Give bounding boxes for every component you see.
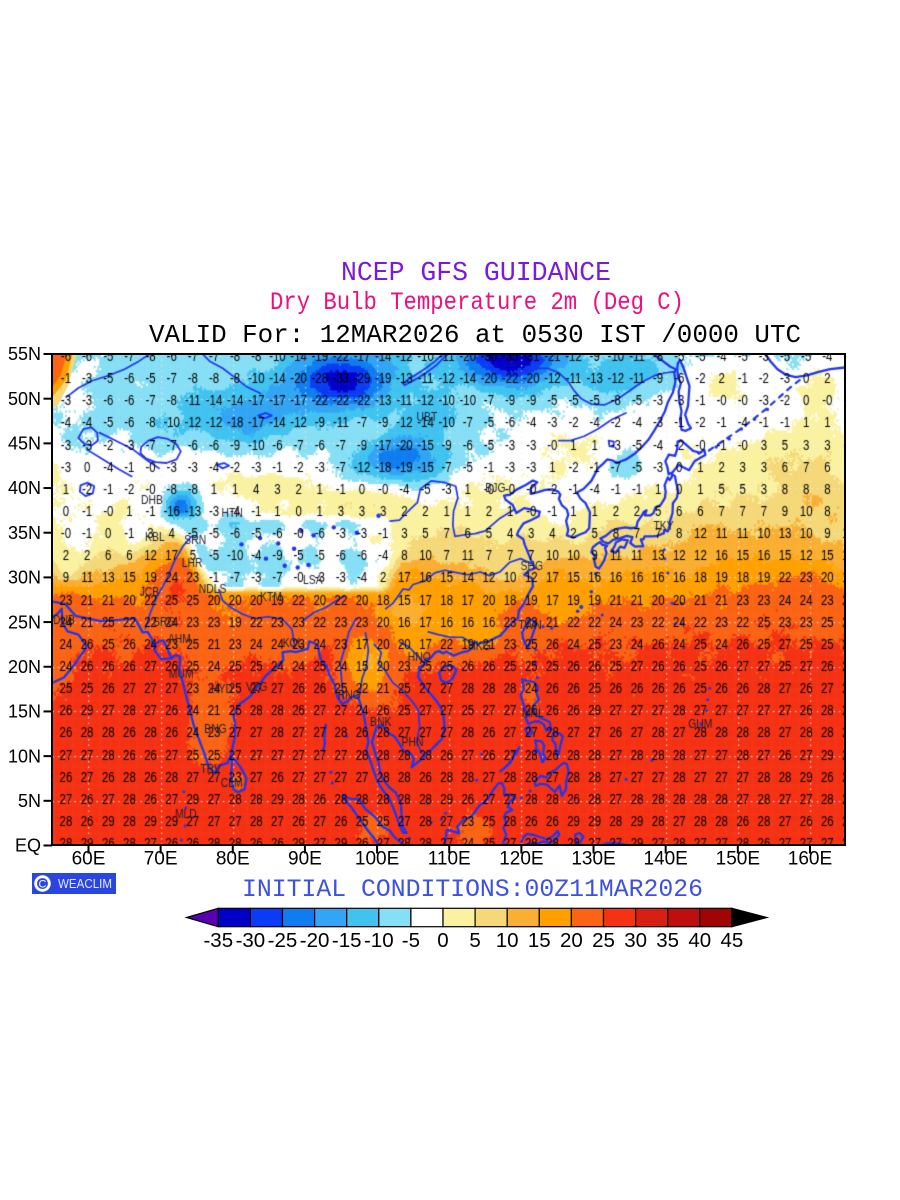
svg-text:35N: 35N xyxy=(8,523,41,543)
svg-text:35: 35 xyxy=(656,929,679,952)
svg-text:25N: 25N xyxy=(8,612,41,632)
svg-text:-5: -5 xyxy=(402,929,420,952)
svg-text:20: 20 xyxy=(560,929,583,952)
svg-text:30N: 30N xyxy=(8,568,41,588)
svg-text:-20: -20 xyxy=(300,929,330,952)
svg-text:40N: 40N xyxy=(8,478,41,498)
svg-text:NCEP GFS GUIDANCE: NCEP GFS GUIDANCE xyxy=(341,259,611,289)
svg-text:VALID For: 12MAR2026 at 0530 I: VALID For: 12MAR2026 at 0530 IST /0000 U… xyxy=(149,320,801,350)
svg-text:15: 15 xyxy=(528,929,551,952)
svg-text:-30: -30 xyxy=(236,929,266,952)
svg-text:C: C xyxy=(39,879,47,891)
svg-text:120E: 120E xyxy=(499,849,543,870)
svg-text:15N: 15N xyxy=(8,702,41,722)
svg-text:140E: 140E xyxy=(643,849,687,870)
svg-text:Dry Bulb Temperature 2m (Deg C: Dry Bulb Temperature 2m (Deg C) xyxy=(270,288,684,317)
svg-text:10N: 10N xyxy=(8,746,41,766)
svg-text:WEACLIM: WEACLIM xyxy=(58,877,112,891)
svg-text:45: 45 xyxy=(720,929,743,952)
svg-text:0: 0 xyxy=(437,929,448,952)
svg-text:20N: 20N xyxy=(8,657,41,677)
svg-text:160E: 160E xyxy=(788,849,832,870)
svg-text:150E: 150E xyxy=(716,849,760,870)
svg-text:100E: 100E xyxy=(355,849,399,870)
svg-text:-10: -10 xyxy=(364,929,394,952)
svg-text:INITIAL CONDITIONS:00Z11MAR202: INITIAL CONDITIONS:00Z11MAR2026 xyxy=(242,875,703,904)
svg-text:10: 10 xyxy=(496,929,519,952)
svg-text:90E: 90E xyxy=(288,849,322,870)
svg-text:80E: 80E xyxy=(216,849,250,870)
svg-text:EQ: EQ xyxy=(15,836,41,856)
svg-text:70E: 70E xyxy=(144,849,178,870)
svg-text:5N: 5N xyxy=(18,791,41,811)
svg-text:60E: 60E xyxy=(72,849,106,870)
svg-text:-35: -35 xyxy=(203,929,233,952)
svg-text:50N: 50N xyxy=(8,389,41,409)
svg-text:45N: 45N xyxy=(8,434,41,454)
svg-text:-15: -15 xyxy=(332,929,362,952)
svg-text:110E: 110E xyxy=(428,849,471,870)
svg-text:-25: -25 xyxy=(268,929,298,952)
svg-text:130E: 130E xyxy=(571,849,615,870)
svg-text:55N: 55N xyxy=(8,344,41,364)
svg-text:5: 5 xyxy=(469,929,480,952)
svg-text:30: 30 xyxy=(624,929,647,952)
svg-text:25: 25 xyxy=(592,929,615,952)
svg-text:40: 40 xyxy=(688,929,711,952)
